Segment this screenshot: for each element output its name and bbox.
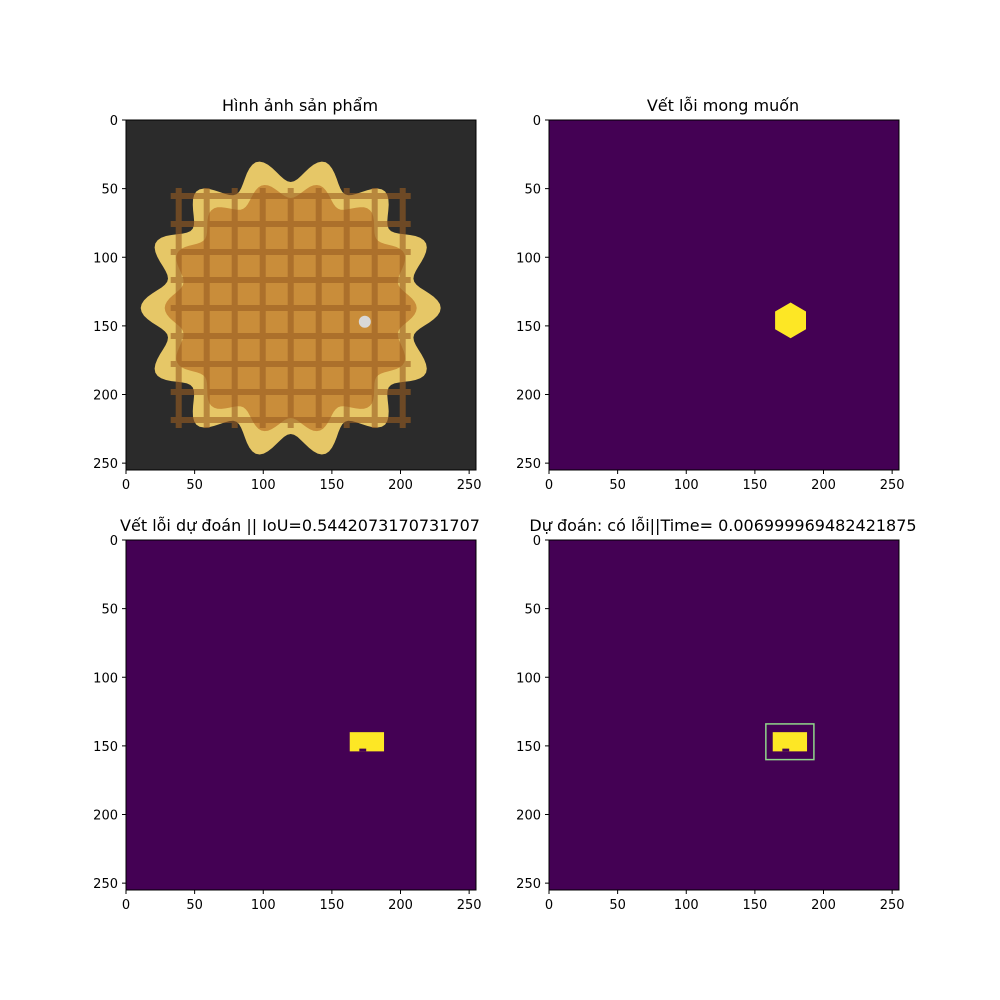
- axes-frame: [125, 539, 477, 891]
- x-tick-label: 200: [811, 478, 836, 493]
- mask-background: [549, 120, 899, 470]
- x-tick-label: 150: [742, 898, 767, 913]
- panel-expected-defect: Vết lỗi mong muốn 0 50 100 150 200 250 0 50 100 1…: [516, 96, 904, 493]
- waffle-grid: [170, 188, 411, 429]
- x-tick-label: 200: [811, 898, 836, 913]
- y-tick-label: 150: [93, 320, 118, 335]
- panel-title: Vết lỗi mong muốn: [647, 96, 799, 115]
- x-tick-label: 200: [388, 478, 413, 493]
- x-tick-label: 250: [880, 478, 905, 493]
- plot-area: [126, 540, 476, 890]
- panel-title: Dự đoán: có lỗi||Time= 0.006999969482421…: [529, 516, 916, 535]
- y-tick-label: 200: [516, 809, 541, 824]
- y-tick-label: 50: [101, 183, 118, 198]
- panel-title: Vết lỗi dự đoán || IoU=0.544207317073170…: [120, 516, 480, 535]
- axes-frame: [548, 539, 900, 891]
- y-tick-label: 250: [516, 877, 541, 892]
- y-tick-label: 150: [516, 320, 541, 335]
- bounding-box: [765, 723, 815, 761]
- x-tick-label: 0: [545, 898, 553, 913]
- x-tick-label: 100: [251, 898, 276, 913]
- x-tick-label: 100: [674, 898, 699, 913]
- y-tick-label: 150: [516, 740, 541, 755]
- x-tick-label: 0: [122, 478, 130, 493]
- mask-notch: [782, 748, 790, 752]
- x-tick-label: 100: [674, 478, 699, 493]
- x-tick-label: 50: [609, 478, 626, 493]
- y-tick-label: 200: [93, 389, 118, 404]
- y-tick-label: 50: [524, 183, 541, 198]
- y-tick-label: 100: [93, 251, 118, 266]
- y-tick-label: 200: [93, 809, 118, 824]
- x-tick-label: 200: [388, 898, 413, 913]
- y-tick-label: 0: [533, 534, 541, 549]
- plot-area: [549, 120, 899, 470]
- x-tick-label: 250: [457, 898, 482, 913]
- x-tick-label: 0: [122, 898, 130, 913]
- predicted-mask: [349, 732, 385, 752]
- panel-title: Hình ảnh sản phẩm: [222, 96, 378, 115]
- x-tick-label: 0: [545, 478, 553, 493]
- y-tick-label: 0: [110, 534, 118, 549]
- plot-area: [549, 540, 899, 890]
- y-tick-label: 50: [101, 603, 118, 618]
- axes-frame: [125, 119, 477, 471]
- defect-spot: [358, 315, 371, 328]
- panel-prediction-result: Dự đoán: có lỗi||Time= 0.006999969482421…: [516, 516, 916, 913]
- panel-product-image: Hình ảnh sản phẩm 0 50 100 150 200 250 0 50 100 1…: [93, 96, 481, 493]
- mask-notch: [359, 748, 367, 752]
- x-tick-label: 150: [319, 478, 344, 493]
- x-tick-label: 150: [742, 478, 767, 493]
- y-tick-label: 250: [516, 457, 541, 472]
- panel-predicted-defect: Vết lỗi dự đoán || IoU=0.544207317073170…: [93, 516, 481, 913]
- y-tick-label: 0: [533, 114, 541, 129]
- axes-frame: [548, 119, 900, 471]
- x-tick-label: 50: [186, 478, 203, 493]
- y-tick-label: 100: [93, 671, 118, 686]
- x-tick-label: 50: [186, 898, 203, 913]
- x-tick-label: 150: [319, 898, 344, 913]
- plot-area: [126, 120, 476, 470]
- y-tick-label: 200: [516, 389, 541, 404]
- mask-background: [549, 540, 899, 890]
- y-tick-label: 250: [93, 877, 118, 892]
- predicted-mask: [772, 732, 808, 752]
- y-tick-label: 150: [93, 740, 118, 755]
- x-tick-label: 250: [457, 478, 482, 493]
- x-tick-label: 100: [251, 478, 276, 493]
- y-tick-label: 50: [524, 603, 541, 618]
- y-tick-label: 100: [516, 671, 541, 686]
- x-tick-label: 50: [609, 898, 626, 913]
- y-tick-label: 100: [516, 251, 541, 266]
- mask-background: [126, 540, 476, 890]
- y-tick-label: 0: [110, 114, 118, 129]
- x-tick-label: 250: [880, 898, 905, 913]
- y-tick-label: 250: [93, 457, 118, 472]
- defect-mask: [775, 302, 806, 339]
